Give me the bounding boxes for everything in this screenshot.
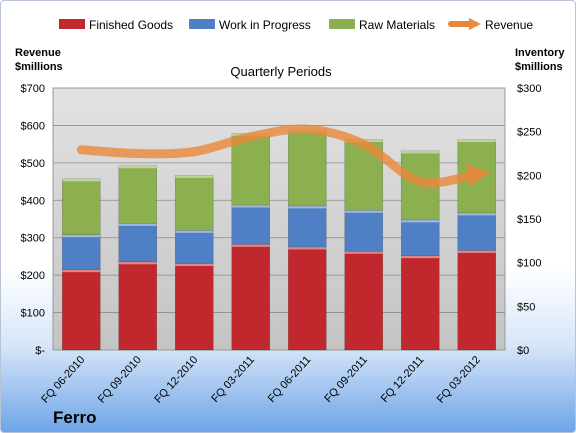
left-tick-label: $500 bbox=[21, 158, 45, 170]
chart-title: Quarterly Periods bbox=[230, 64, 332, 79]
right-tick-label: $250 bbox=[517, 127, 541, 139]
bar-highlight bbox=[175, 175, 214, 178]
bar-highlight bbox=[62, 269, 101, 273]
left-axis-label-line1: Revenue bbox=[15, 47, 61, 59]
right-tick-label: $0 bbox=[517, 345, 529, 357]
x-tick-label: FQ 09-2011 bbox=[322, 354, 370, 405]
revenue-line bbox=[76, 124, 491, 188]
bar-raw-materials bbox=[287, 128, 327, 207]
bar-raw-materials bbox=[118, 165, 158, 224]
right-axis-label-line2: $millions bbox=[515, 61, 563, 73]
right-tick-label: $300 bbox=[517, 83, 541, 95]
bar-work-in-progress bbox=[287, 205, 327, 248]
legend-arrowhead-revenue bbox=[469, 18, 481, 30]
bar-finished-goods bbox=[174, 263, 214, 351]
bar-highlight bbox=[401, 255, 440, 259]
bar-highlight bbox=[288, 205, 327, 209]
bar-highlight bbox=[457, 250, 496, 253]
bar-highlight bbox=[231, 244, 270, 247]
legend-label-finished-goods: Finished Goods bbox=[89, 18, 173, 32]
x-axis-labels: FQ 06-2010 FQ 09-2010 FQ 12-2010 FQ 03-2011… bbox=[39, 354, 483, 406]
x-tick-label: FQ 03-2011 bbox=[209, 354, 257, 405]
left-tick-label: $400 bbox=[21, 195, 45, 207]
legend: Finished Goods Work in Progress Raw Mate… bbox=[59, 18, 533, 32]
left-tick-label: $600 bbox=[21, 120, 45, 132]
right-tick-label: $150 bbox=[517, 214, 541, 226]
left-axis-ticks: $- $100 $200 $300 $400 $500 $600 $700 bbox=[21, 83, 46, 357]
bar-work-in-progress bbox=[231, 204, 271, 245]
bar-highlight bbox=[175, 263, 214, 267]
legend-label-work-in-progress: Work in Progress bbox=[219, 18, 311, 32]
bar-highlight bbox=[118, 223, 157, 226]
bar-finished-goods bbox=[118, 261, 158, 351]
x-tick-label: FQ 06-2011 bbox=[266, 354, 314, 405]
x-tick-label: FQ 12-2010 bbox=[152, 354, 200, 406]
bar-highlight bbox=[457, 139, 496, 143]
bar-highlight bbox=[175, 230, 214, 233]
bar-finished-goods bbox=[457, 250, 497, 351]
bar-work-in-progress bbox=[457, 212, 497, 251]
bar-finished-goods bbox=[61, 269, 101, 351]
bar-work-in-progress bbox=[344, 209, 384, 252]
right-axis-label-line1: Inventory bbox=[515, 47, 565, 59]
left-tick-label: $- bbox=[35, 345, 45, 357]
left-tick-label: $200 bbox=[21, 270, 45, 282]
bar-highlight bbox=[118, 165, 157, 169]
legend-swatch-finished-goods bbox=[59, 19, 85, 29]
bar-highlight bbox=[401, 219, 440, 223]
bar-raw-materials bbox=[174, 175, 214, 231]
bar-work-in-progress bbox=[61, 234, 101, 270]
bar-work-in-progress bbox=[118, 223, 158, 263]
bar-raw-materials bbox=[231, 133, 271, 206]
company-name: Ferro bbox=[53, 408, 96, 427]
bar-finished-goods bbox=[344, 251, 384, 351]
legend-swatch-work-in-progress bbox=[189, 19, 215, 29]
x-tick-label: FQ 09-2010 bbox=[96, 354, 144, 406]
x-tick-label: FQ 03-2012 bbox=[435, 354, 483, 406]
bar-finished-goods bbox=[400, 255, 440, 351]
bar-highlight bbox=[288, 246, 327, 250]
bar-work-in-progress bbox=[174, 230, 214, 264]
right-axis-ticks: $0 $50 $100 $150 $200 $250 $300 bbox=[517, 83, 541, 357]
bar-work-in-progress bbox=[400, 219, 440, 256]
bar-highlight bbox=[401, 150, 440, 154]
bar-highlight bbox=[344, 251, 383, 254]
left-tick-label: $700 bbox=[21, 83, 45, 95]
bar-highlight bbox=[344, 210, 383, 213]
left-tick-label: $100 bbox=[21, 308, 45, 320]
legend-label-revenue: Revenue bbox=[485, 18, 533, 32]
left-axis-label-line2: $millions bbox=[15, 61, 63, 73]
right-tick-label: $200 bbox=[517, 170, 541, 182]
legend-swatch-raw-materials bbox=[329, 19, 355, 29]
x-tick-label: FQ 06-2010 bbox=[39, 354, 87, 406]
right-tick-label: $50 bbox=[517, 301, 535, 313]
right-tick-label: $100 bbox=[517, 258, 541, 270]
bar-highlight bbox=[457, 212, 496, 216]
left-tick-label: $300 bbox=[21, 233, 45, 245]
legend-label-raw-materials: Raw Materials bbox=[359, 18, 435, 32]
bar-highlight bbox=[231, 205, 270, 208]
x-tick-label: FQ 12-2011 bbox=[379, 354, 427, 405]
bar-raw-materials bbox=[61, 178, 101, 236]
bar-highlight bbox=[62, 234, 101, 238]
bar-finished-goods bbox=[287, 246, 327, 351]
bar-finished-goods bbox=[231, 244, 271, 351]
revenue-line-layer bbox=[76, 124, 491, 188]
bar-highlight bbox=[62, 178, 101, 182]
bar-highlight bbox=[118, 261, 157, 265]
